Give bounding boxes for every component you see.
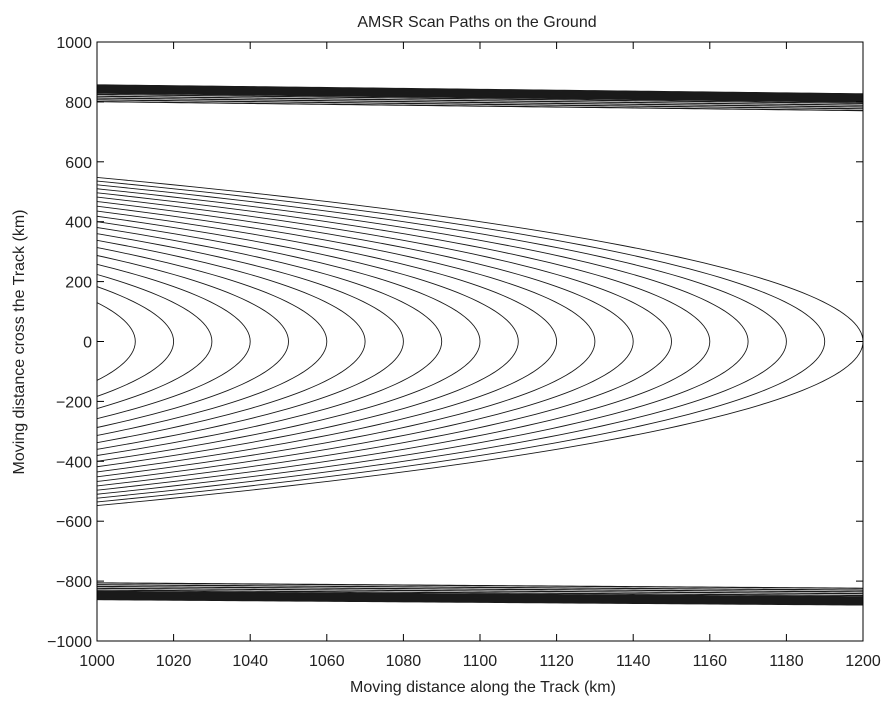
scan-arc [97,239,366,444]
scan-arc [97,196,672,487]
x-tick-label: 1160 [693,653,728,670]
x-tick-label: 1040 [232,653,268,670]
swath-edge-line [97,584,863,591]
x-tick-label: 1180 [769,653,804,670]
y-tick-label: −400 [56,454,92,471]
y-tick-label: 400 [65,215,92,232]
swath-edge-line [97,101,863,112]
x-axis: 1000 1020 1040 1060 1080 1100 1120 1140 1160 1180… [79,42,881,670]
x-tick-label: 1100 [463,653,498,670]
x-tick-label: 1020 [156,653,192,670]
y-tick-label: 200 [65,275,92,292]
swath-edge-line [97,84,863,96]
y-tick-label: 600 [65,155,92,172]
swath-edge-line [97,582,863,589]
x-tick-label: 1000 [79,653,115,670]
scan-paths [97,84,863,606]
scan-arc [97,201,634,482]
y-tick-label: 1000 [56,35,92,52]
y-tick-label: −800 [56,574,92,591]
y-tick-label: 0 [83,335,92,352]
scan-arc [97,221,481,462]
scan-arc [97,205,596,478]
swath-edge-line [97,590,863,599]
y-tick-label: 800 [65,95,92,112]
scan-arc [97,210,558,473]
x-tick-label: 1200 [845,653,881,670]
swath-edge-line [97,585,863,593]
scan-arc [97,192,711,491]
scan-arc [97,247,328,436]
scan-arc [97,177,863,506]
scan-arc [97,180,826,503]
chart-title: AMSR Scan Paths on the Ground [357,14,596,31]
scan-arc [97,255,289,428]
swath-edge-line [97,592,863,601]
scan-arc [97,273,213,410]
y-tick-label: −1000 [47,634,92,651]
scan-arc [97,227,443,456]
scan-arc [97,233,404,450]
x-tick-label: 1120 [539,653,574,670]
y-axis: −1000 −800 −600 −400 −200 0 200 400 600 800 1000 [47,35,863,651]
x-tick-label: 1060 [309,653,345,670]
scan-arc [97,188,749,495]
swath-edge-line [97,594,863,602]
swath-edge-line [97,86,863,98]
swath-edge-line [97,587,863,595]
swath-edge-line [97,93,863,104]
x-tick-label: 1140 [616,653,651,670]
scan-arc [97,286,175,397]
swath-edge-line [97,589,863,597]
scan-arc [97,184,787,499]
y-tick-label: −200 [56,394,92,411]
y-axis-label: Moving distance cross the Track (km) [11,210,28,475]
scan-arc [97,215,519,468]
swath-edge-line [97,95,863,106]
scan-arc [97,302,136,381]
x-axis-label: Moving distance along the Track (km) [350,679,616,696]
scan-arc [97,263,251,420]
swath-edge-line [97,87,863,100]
swath-edge-line [97,91,863,103]
swath-edge-line [97,89,863,101]
x-tick-label: 1080 [386,653,422,670]
swath-edge-line [97,597,863,606]
swath-edge-line [97,99,863,110]
y-tick-label: −600 [56,514,92,531]
swath-edge-line [97,596,863,604]
swath-edge-line [97,97,863,108]
